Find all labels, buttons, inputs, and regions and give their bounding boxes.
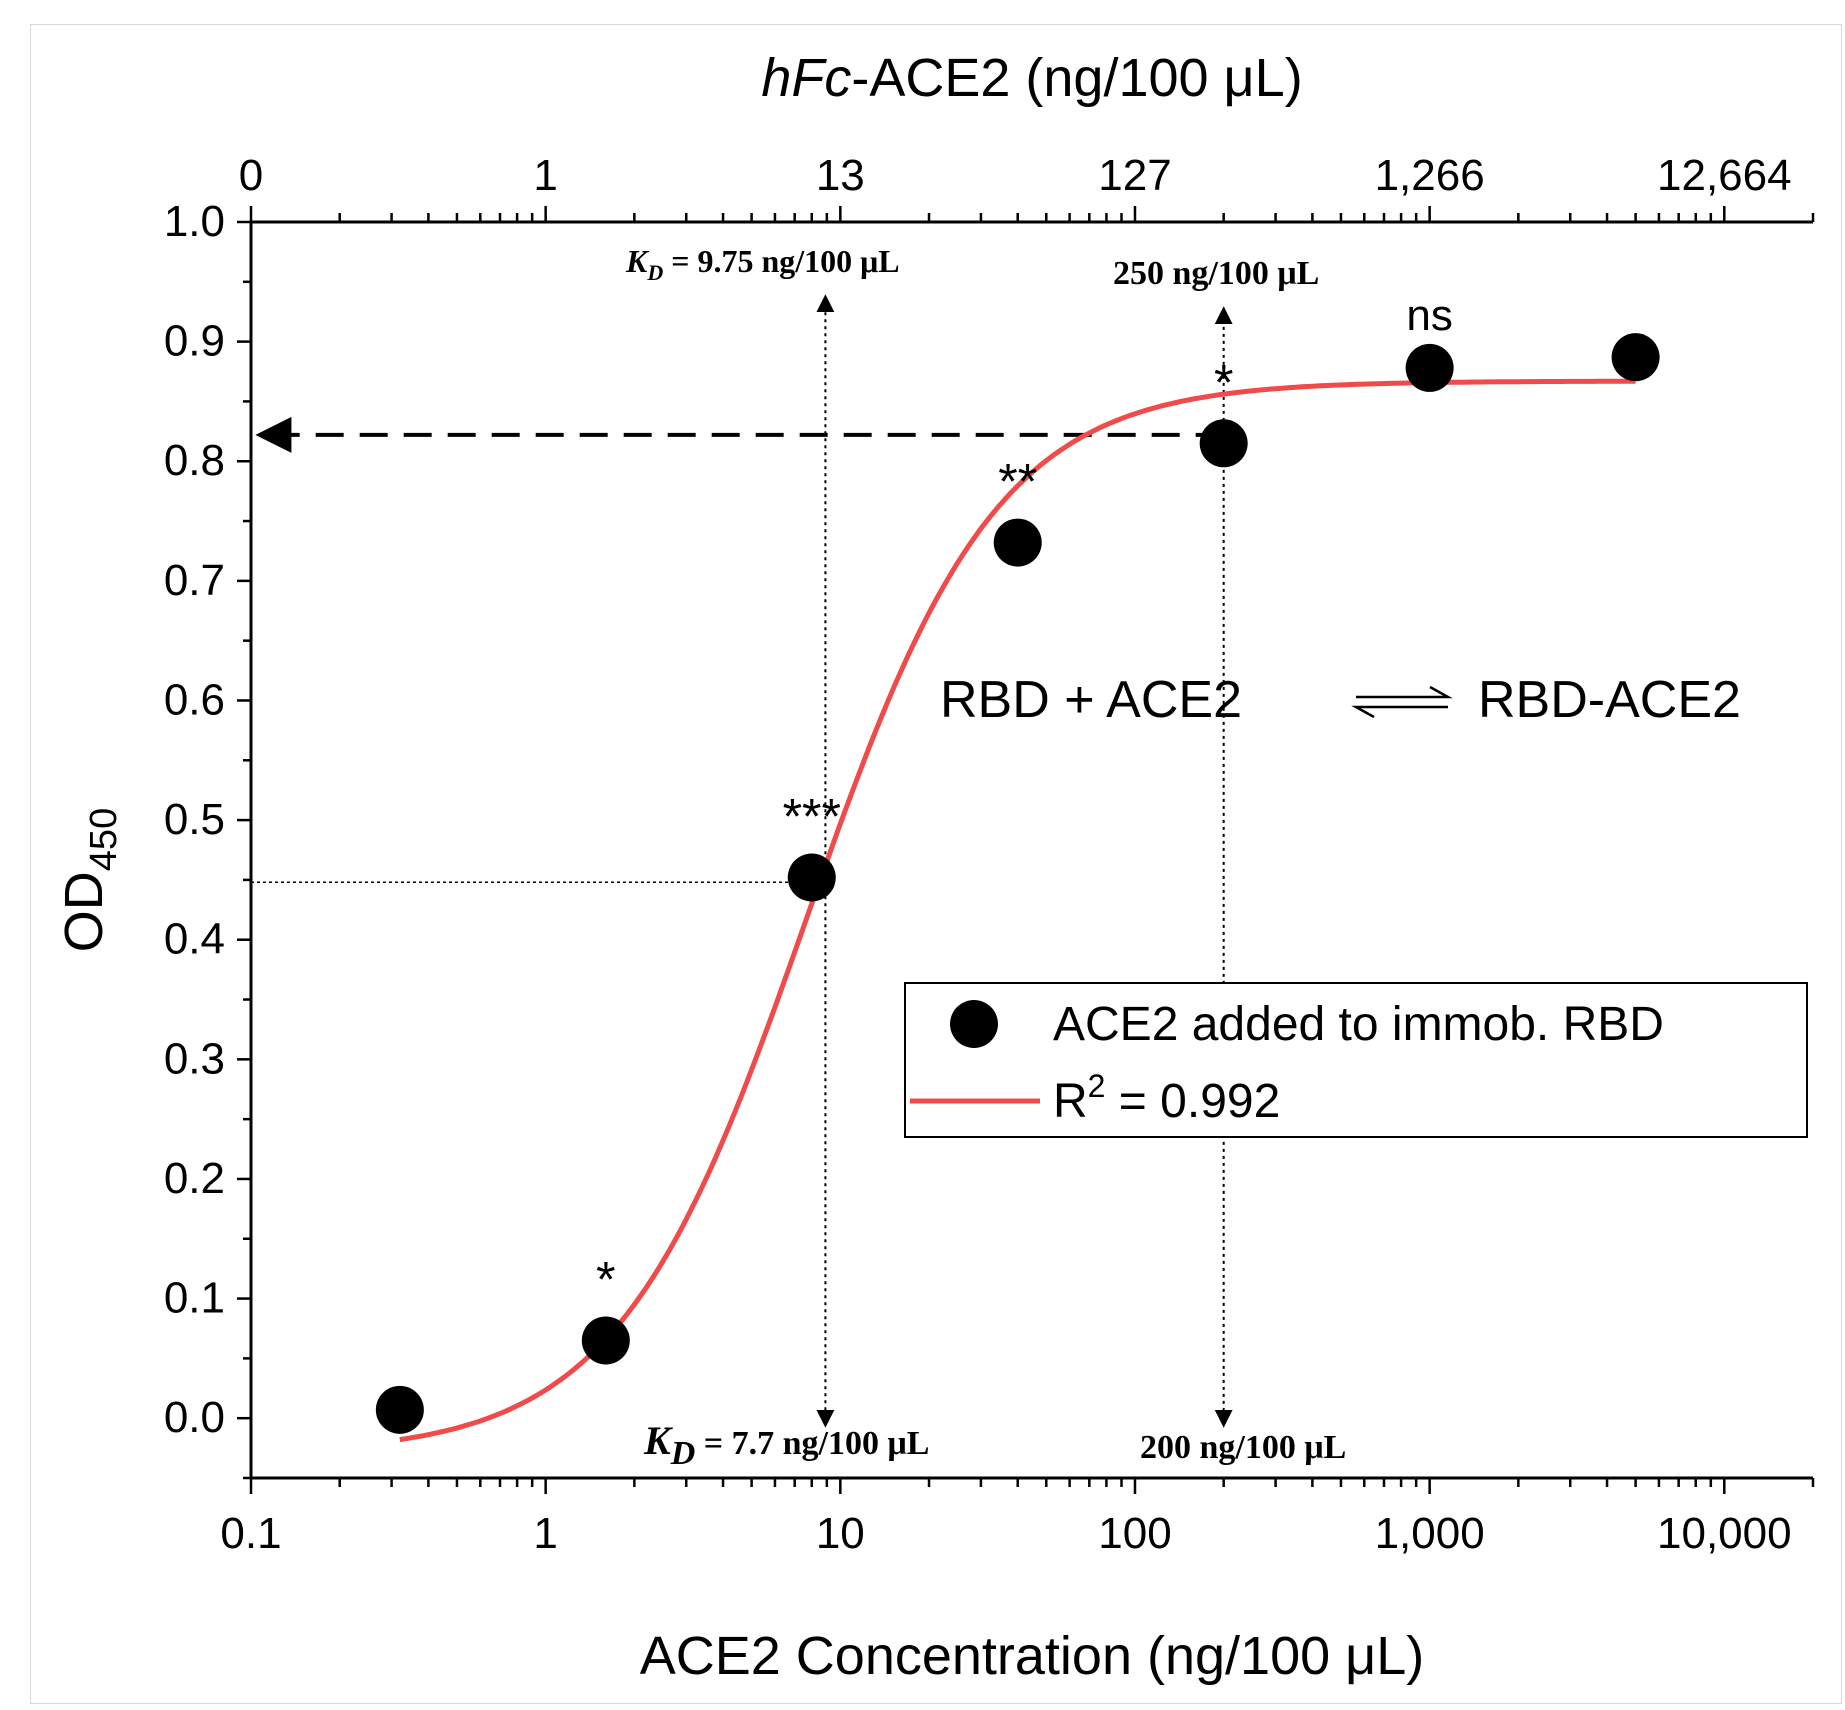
conc-top-label: 250 ng/100 μL xyxy=(1113,255,1319,292)
x-tick-label: 100 xyxy=(1098,1509,1171,1558)
significance-label: * xyxy=(1214,354,1233,410)
conc-bottom-label: 200 ng/100 μL xyxy=(1140,1429,1346,1466)
top-tick-label: 0 xyxy=(239,151,263,200)
x-tick-label: 1 xyxy=(533,1509,557,1558)
y-axis-title-main: OD xyxy=(54,871,114,952)
y-tick-label: 0.9 xyxy=(164,317,225,366)
y-axis-title-subscript: 450 xyxy=(83,808,125,871)
top-axis-title-rest: -ACE2 (ng/100 μL) xyxy=(851,48,1302,108)
legend: ACE2 added to immob. RBD R2 = 0.992 xyxy=(904,982,1808,1138)
kd-top-subscript: D xyxy=(646,260,663,285)
significance-label: *** xyxy=(783,789,841,845)
y-tick-label: 0.1 xyxy=(164,1274,225,1323)
y-tick-label: 0.2 xyxy=(164,1154,225,1203)
x-tick-label: 1,000 xyxy=(1375,1509,1485,1558)
legend-fit-value: = 0.992 xyxy=(1105,1075,1280,1128)
significance-label: * xyxy=(596,1251,615,1307)
data-point xyxy=(581,1316,630,1365)
significance-label: ** xyxy=(998,454,1037,510)
data-point xyxy=(1611,333,1660,382)
kd-bottom-label: KD = 7.7 ng/100 μL xyxy=(643,1418,929,1472)
equation-left: RBD + ACE2 xyxy=(940,671,1242,729)
data-point xyxy=(787,853,836,902)
binding-equation: RBD + ACE2 RBD-ACE2 xyxy=(940,671,1741,729)
top-tick-label: 1 xyxy=(533,151,557,200)
y-tick-label: 0.7 xyxy=(164,556,225,605)
guide-lines xyxy=(251,294,1233,1428)
top-tick-label: 127 xyxy=(1098,151,1171,200)
legend-fit-sup: 2 xyxy=(1088,1068,1106,1104)
kd-bottom-value: = 7.7 ng/100 μL xyxy=(695,1425,929,1462)
x-tick-label: 10,000 xyxy=(1657,1509,1792,1558)
data-points: *******ns xyxy=(375,291,1660,1434)
axes xyxy=(249,220,1813,1480)
kd-bottom-subscript: D xyxy=(670,1435,696,1472)
x-tick-label: 10 xyxy=(816,1509,865,1558)
data-point xyxy=(993,518,1042,567)
equilibrium-arrows-icon xyxy=(1351,685,1453,719)
top-tick-label: 1,266 xyxy=(1375,151,1485,200)
legend-box xyxy=(904,982,1808,1138)
y-tick-label: 1.0 xyxy=(164,197,225,246)
kd-bottom-symbol: K xyxy=(643,1418,673,1463)
top-axis-title: hFc-ACE2 (ng/100 μL) xyxy=(761,48,1302,108)
legend-fit-label: R2 = 0.992 xyxy=(1053,1068,1280,1128)
x-tick-label: 0.1 xyxy=(220,1509,281,1558)
tick-labels: 0.0 0.1 0.2 0.3 0.4 0.5 0.6 0.7 0.8 0.9 1.0 0.1 0 1 1 1… xyxy=(164,151,1792,1558)
top-tick-label: 13 xyxy=(816,151,865,200)
figure-frame xyxy=(30,24,1842,1704)
kd-top-value: = 9.75 ng/100 μL xyxy=(663,243,899,279)
legend-fit-r: R xyxy=(1053,1075,1088,1128)
data-point xyxy=(375,1385,424,1434)
equation-right: RBD-ACE2 xyxy=(1478,671,1741,729)
data-point xyxy=(1199,419,1248,468)
axis-ticks xyxy=(237,206,1815,1494)
y-tick-label: 0.5 xyxy=(164,795,225,844)
y-tick-label: 0.4 xyxy=(164,915,225,964)
kd-top-symbol: K xyxy=(625,243,650,279)
y-tick-label: 0.0 xyxy=(164,1393,225,1442)
y-axis-title: OD450 xyxy=(54,808,125,952)
y-tick-label: 0.8 xyxy=(164,436,225,485)
data-point xyxy=(1405,343,1454,392)
y-tick-label: 0.3 xyxy=(164,1034,225,1083)
legend-marker xyxy=(950,1000,998,1048)
x-axis-title: ACE2 Concentration (ng/100 μL) xyxy=(640,1626,1425,1686)
kd-top-label: KD = 9.75 ng/100 μL xyxy=(625,243,900,285)
top-axis-title-italic: hFc xyxy=(761,48,851,108)
y-tick-label: 0.6 xyxy=(164,675,225,724)
legend-series-label: ACE2 added to immob. RBD xyxy=(1053,998,1664,1051)
top-tick-label: 12,664 xyxy=(1657,151,1792,200)
significance-label: ns xyxy=(1406,291,1452,340)
